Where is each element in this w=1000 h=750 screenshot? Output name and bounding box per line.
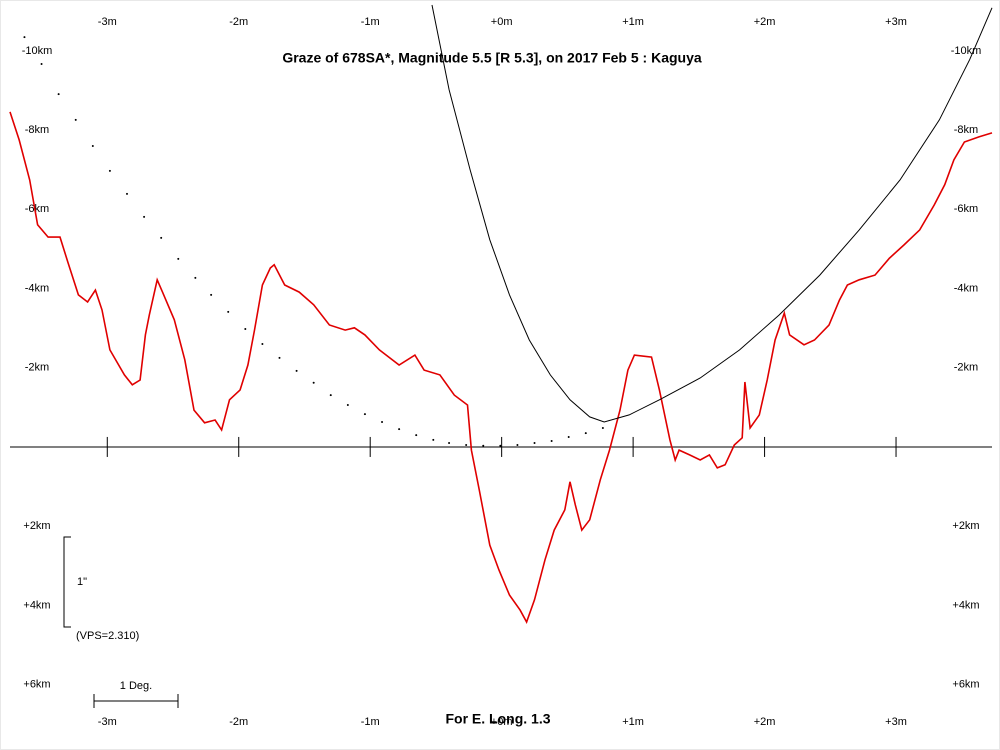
y-tick-label-left: +4km [23, 599, 50, 611]
dot [550, 440, 553, 443]
limit-curve [431, 4, 993, 423]
dot [312, 381, 315, 384]
dot [57, 93, 60, 96]
vps-label: (VPS=2.310) [76, 630, 139, 642]
dot [584, 432, 587, 435]
degree-label: 1 Deg. [120, 680, 152, 692]
x-tick-label-top: +1m [622, 16, 644, 28]
x-tick-label-top: -2m [229, 16, 248, 28]
y-tick-label-left: +6km [23, 678, 50, 690]
x-tick-label-bottom: +3m [885, 716, 907, 728]
dot [567, 436, 570, 439]
x-tick-label-bottom: +2m [754, 716, 776, 728]
dot [227, 310, 230, 313]
dot [177, 257, 180, 260]
dot [432, 438, 435, 441]
dot [516, 443, 519, 446]
chart-title: Graze of 678SA*, Magnitude 5.5 [R 5.3], … [282, 50, 702, 66]
dot [108, 169, 111, 172]
y-tick-label-right: -8km [954, 124, 978, 136]
x-tick-label-top: +2m [754, 16, 776, 28]
dot [160, 236, 163, 239]
dot [415, 434, 418, 437]
y-tick-label-left: -2km [25, 362, 49, 374]
dot [278, 356, 281, 359]
dot [295, 369, 298, 372]
dot [40, 63, 43, 66]
dot [465, 443, 468, 446]
dot [74, 118, 77, 121]
dot [482, 444, 485, 447]
dot [244, 327, 247, 330]
x-tick-label-top: +3m [885, 16, 907, 28]
dot [346, 403, 349, 406]
y-tick-label-left: -4km [25, 282, 49, 294]
x-tick-label-bottom: -2m [229, 716, 248, 728]
y-tick-label-right: -6km [954, 203, 978, 215]
dot [381, 421, 384, 424]
y-tick-label-right: +4km [952, 599, 979, 611]
dot [23, 36, 26, 39]
dot [91, 144, 94, 147]
x-tick-label-bottom: -3m [98, 716, 117, 728]
x-tick-label-bottom: +0m [491, 716, 513, 728]
scale-label: 1" [77, 576, 87, 588]
dot [194, 276, 197, 279]
plot-area: -3m -3m -2m -2m -1m -1m +0m +0m +1m +1m +2m +2m +3m +… [9, 4, 993, 728]
y-tick-label-left: -6km [25, 203, 49, 215]
footer: For E. Long. 1.3 [445, 711, 550, 727]
degree-scale-bar [93, 694, 179, 708]
x-tick-label-top: -1m [361, 16, 380, 28]
dot [363, 413, 366, 416]
y-tick-label-right: -4km [954, 282, 978, 294]
y-tick-label-right: +6km [952, 678, 979, 690]
dot [125, 192, 128, 195]
dot [499, 444, 502, 447]
dot [261, 342, 264, 345]
x-tick-label-top: -3m [98, 16, 117, 28]
y-tick-label-left: -8km [25, 124, 49, 136]
dot [210, 293, 213, 296]
dot [448, 441, 451, 444]
dot [329, 394, 332, 397]
x-tick-label-bottom: -1m [361, 716, 380, 728]
dot [601, 426, 604, 429]
y-tick-label-right: +2km [952, 520, 979, 532]
y-tick-label-left: +2km [23, 520, 50, 532]
dot [143, 215, 146, 218]
y-tick-label-left: -10km [22, 45, 53, 57]
limb-profile [9, 111, 993, 624]
dot [533, 441, 536, 444]
dot [398, 428, 401, 431]
x-tick-label-top: +0m [491, 16, 513, 28]
y-tick-label-right: -2km [954, 362, 978, 374]
x-tick-label-bottom: +1m [622, 716, 644, 728]
vertical-scale-bar [63, 536, 71, 628]
y-tick-label-right: -10km [951, 45, 982, 57]
